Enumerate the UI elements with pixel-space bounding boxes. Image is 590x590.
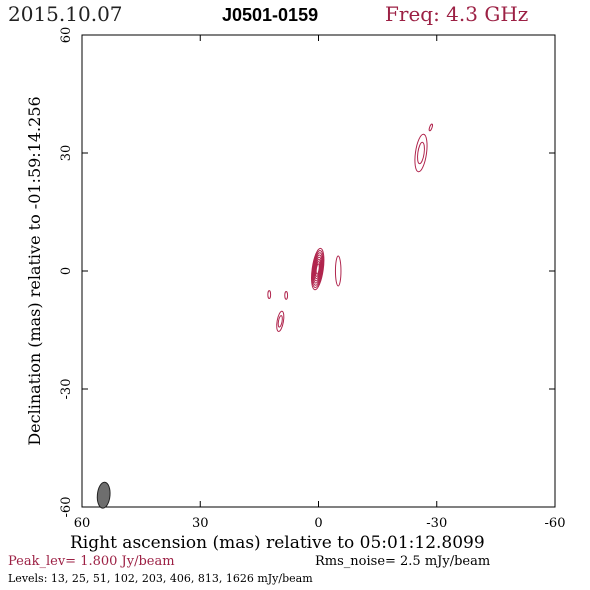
- contour-core: [311, 247, 325, 291]
- contour-core: [313, 254, 323, 284]
- contour-blob-b: [284, 290, 289, 300]
- y-tick-label: -60: [59, 497, 74, 518]
- contour-core: [315, 263, 320, 275]
- observation-date: 2015.10.07: [8, 2, 123, 26]
- y-axis-label: Declination (mas) relative to -01:59:14.…: [25, 96, 44, 445]
- x-axis-label: Right ascension (mas) relative to 05:01:…: [70, 533, 485, 553]
- contour-outer-knot: [417, 141, 425, 165]
- x-tick-label: 60: [74, 516, 91, 531]
- contour-core: [313, 256, 322, 282]
- contour-outer-blob: [428, 123, 433, 132]
- x-tick-label: -30: [426, 516, 447, 531]
- peak-level: Peak_lev= 1.800 Jy/beam: [8, 554, 175, 569]
- y-tick-label: 0: [59, 267, 74, 275]
- contour-counter-knot: [276, 310, 285, 332]
- contour-blob-a: [267, 290, 272, 300]
- contour-jet-east: [334, 255, 342, 287]
- contour-levels: Levels: 13, 25, 51, 102, 203, 406, 813, …: [8, 572, 313, 585]
- contour-core: [312, 252, 324, 286]
- contour-outer-knot: [414, 133, 428, 173]
- y-tick-label: 30: [59, 145, 74, 162]
- contour-core: [311, 250, 324, 289]
- source-name: J0501-0159: [222, 5, 319, 25]
- rms-noise: Rms_noise= 2.5 mJy/beam: [315, 554, 491, 569]
- x-tick-label: 30: [192, 516, 209, 531]
- contour-core: [314, 258, 322, 280]
- y-tick-label: 60: [59, 27, 74, 44]
- frequency-label: Freq: 4.3 GHz: [385, 2, 529, 26]
- beam-ellipse: [96, 481, 111, 509]
- x-tick-label: -60: [545, 516, 566, 531]
- contour-counter-knot: [277, 315, 283, 328]
- x-tick-label: 0: [314, 516, 322, 531]
- contour-core: [315, 261, 321, 277]
- y-tick-label: -30: [59, 379, 74, 400]
